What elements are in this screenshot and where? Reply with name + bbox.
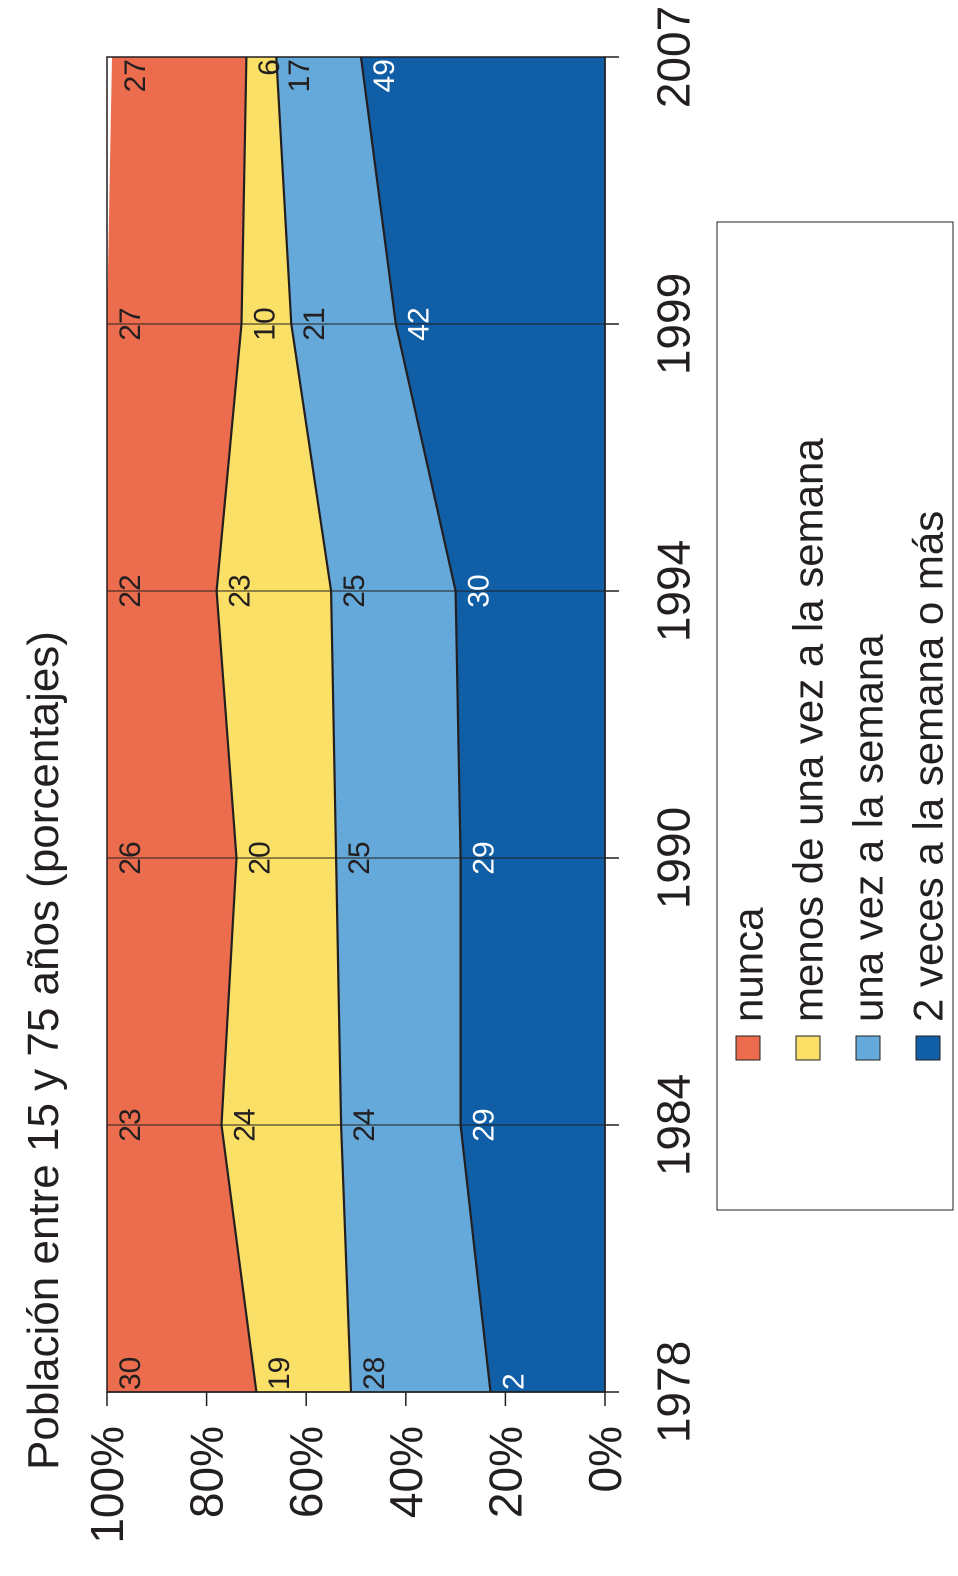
data-label-2-veces-a-la-semana-o-mas-2007: 49 (368, 59, 401, 92)
legend-label-menos-de-una-vez-a-la-semana: menos de una vez a la semana (785, 438, 832, 1022)
y-tick-label-20: 20% (479, 1426, 531, 1518)
series-boundaries (215, 56, 492, 1393)
data-label-una-vez-a-la-semana-1999: 21 (298, 307, 331, 340)
y-tick-label-80: 80% (181, 1426, 233, 1518)
y-tick-label-60: 60% (280, 1426, 332, 1518)
data-label-menos-de-una-vez-a-la-semana-1990: 20 (243, 841, 276, 874)
area-2-veces-a-la-semana-o-mas (361, 57, 605, 1392)
legend-swatch-nunca (735, 1035, 761, 1061)
x-tick-label-1990: 1990 (648, 807, 700, 909)
legend-label-una-vez-a-la-semana: una vez a la semana (845, 634, 892, 1022)
legend-label-nunca: nunca (725, 907, 772, 1022)
x-tick-label-1978: 1978 (648, 1341, 700, 1443)
legend-swatch-una-vez-a-la-semana (855, 1035, 881, 1061)
data-label-nunca-1994: 22 (114, 574, 147, 607)
data-label-menos-de-una-vez-a-la-semana-1978: 19 (263, 1357, 296, 1390)
y-tick-label-40: 40% (380, 1426, 432, 1518)
area-nunca (107, 57, 257, 1392)
boundary-2-veces-a-la-semana-o-mas (359, 56, 492, 1393)
y-axis: 0% 20% 40% 60% 80% 100% (81, 1391, 631, 1544)
legend-label-2-veces-a-la-semana-o-mas: 2 veces a la semana o más (905, 511, 952, 1022)
data-label-menos-de-una-vez-a-la-semana-1984: 24 (228, 1108, 261, 1141)
data-label-menos-de-una-vez-a-la-semana-2007: 6 (253, 59, 286, 76)
data-label-menos-de-una-vez-a-la-semana-1999: 10 (248, 307, 281, 340)
legend-swatch-menos-de-una-vez-a-la-semana (795, 1035, 821, 1061)
data-label-nunca-1990: 26 (114, 841, 147, 874)
data-label-una-vez-a-la-semana-1984: 24 (348, 1108, 381, 1141)
data-label-2-veces-a-la-semana-o-mas-1999: 42 (403, 307, 436, 340)
year-gridlines (107, 323, 605, 1126)
area-una-vez-a-la-semana (276, 57, 491, 1392)
data-label-nunca-1984: 23 (114, 1108, 147, 1141)
chart-title: Población entre 15 y 75 años (porcentaje… (19, 631, 68, 1470)
area-menos-de-una-vez-a-la-semana (216, 57, 351, 1392)
data-label-nunca-1999: 27 (114, 307, 147, 340)
x-tick-label-2007: 2007 (648, 6, 700, 108)
data-label-2-veces-a-la-semana-o-mas-1978: 2 (497, 1373, 530, 1390)
data-label-nunca-1978: 30 (114, 1357, 147, 1390)
data-label-menos-de-una-vez-a-la-semana-1994: 23 (223, 574, 256, 607)
data-label-una-vez-a-la-semana-1978: 28 (358, 1357, 391, 1390)
data-label-2-veces-a-la-semana-o-mas-1994: 30 (462, 574, 495, 607)
legend: nunca menos de una vez a la semana una vez… (716, 221, 954, 1211)
boundary-una-vez-a-la-semana (275, 56, 353, 1393)
x-tick-label-1999: 1999 (648, 273, 700, 375)
data-label-una-vez-a-la-semana-2007: 17 (283, 59, 316, 92)
legend-swatch-2-veces-a-la-semana-o-mas (915, 1035, 941, 1061)
x-tick-label-1994: 1994 (648, 540, 700, 642)
data-label-2-veces-a-la-semana-o-mas-1984: 29 (467, 1108, 500, 1141)
data-label-una-vez-a-la-semana-1990: 25 (343, 841, 376, 874)
y-tick-label-0: 0% (579, 1426, 631, 1492)
x-axis: 1978 1984 1990 1994 1999 2007 (604, 6, 700, 1443)
stacked-areas (107, 57, 605, 1392)
boundary-menos-de-una-vez-a-la-semana (215, 56, 258, 1393)
data-labels: 2 29 29 30 42 49 28 24 25 25 21 17 19 24 20 23 10 6 30 23 26… (114, 59, 531, 1390)
data-label-2-veces-a-la-semana-o-mas-1990: 29 (467, 841, 500, 874)
data-label-una-vez-a-la-semana-1994: 25 (338, 574, 371, 607)
data-label-nunca-2007: 27 (119, 59, 152, 92)
y-tick-label-100: 100% (81, 1426, 133, 1544)
x-tick-label-1984: 1984 (648, 1074, 700, 1176)
